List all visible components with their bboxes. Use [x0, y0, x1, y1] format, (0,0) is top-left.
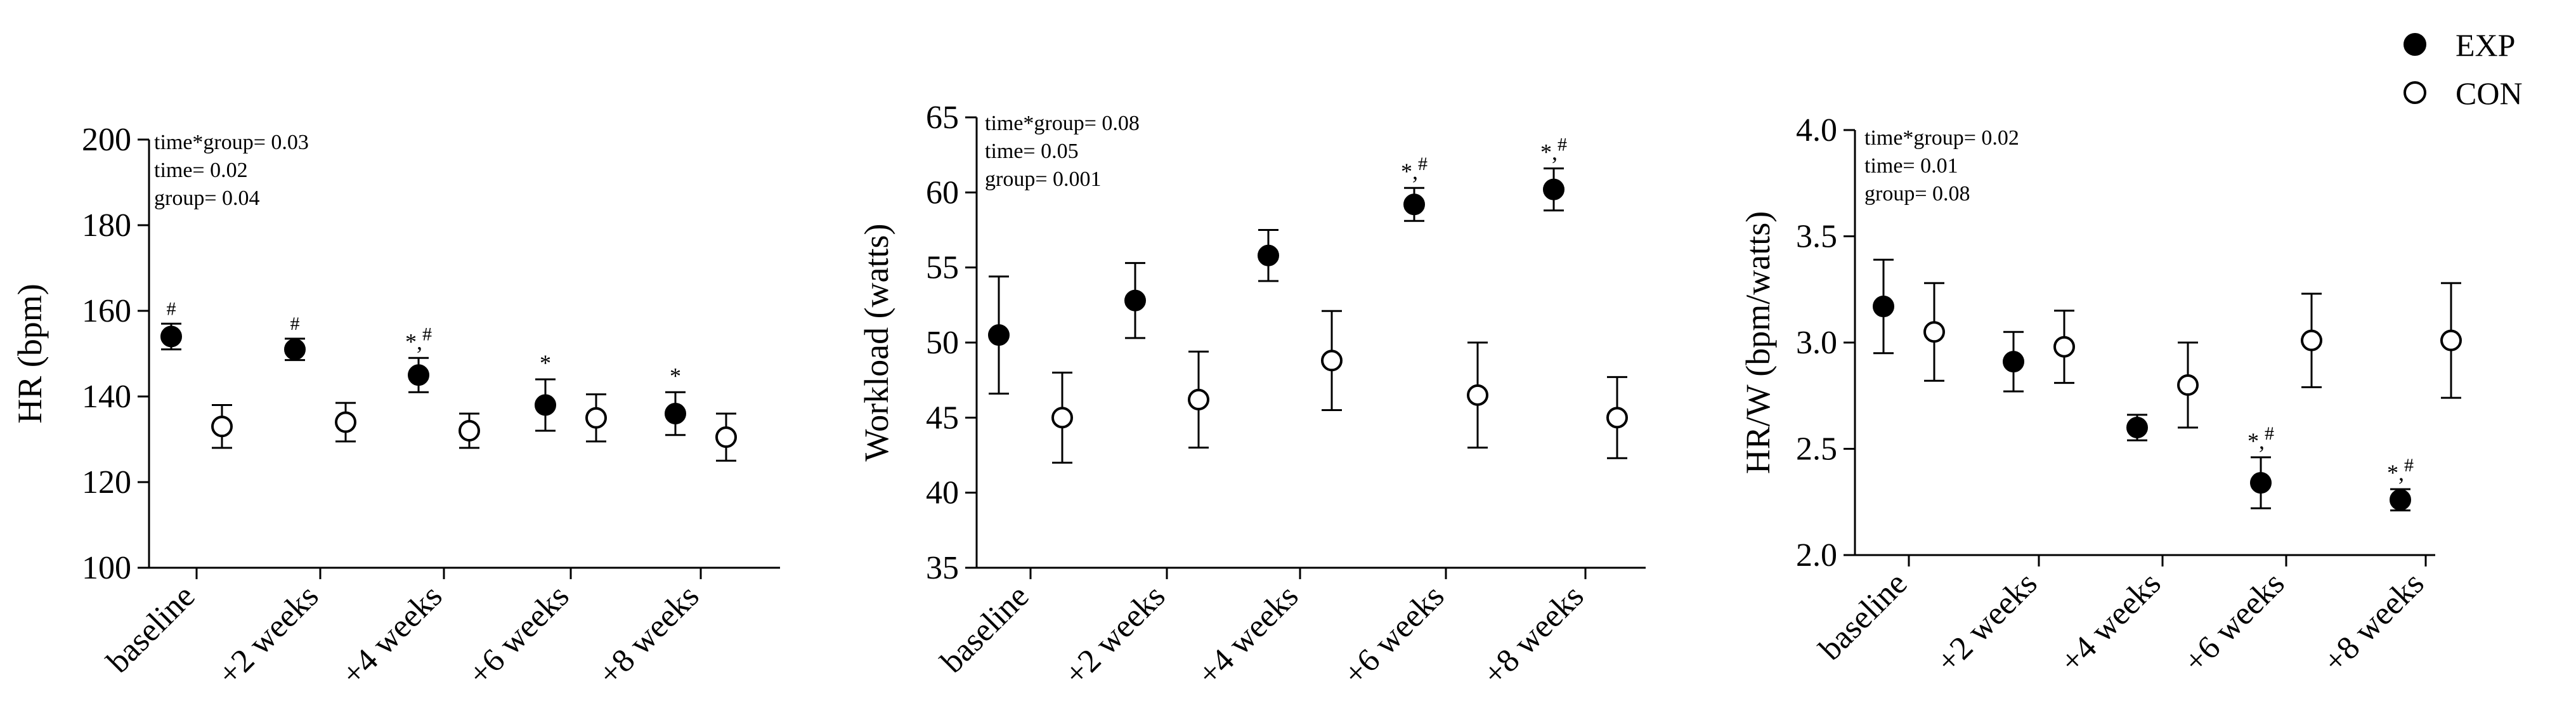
- con-point: [1051, 407, 1073, 429]
- stats-annotation: group= 0.04: [154, 187, 260, 210]
- con-point: [1321, 350, 1343, 372]
- x-tick-label: +6 weeks: [2177, 565, 2292, 680]
- exp-point: [1873, 296, 1894, 318]
- y-tick-label: 2.0: [1796, 537, 1837, 573]
- con-point: [715, 426, 737, 448]
- exp-point: [1258, 244, 1279, 266]
- y-axis-title: HR/W (bpm/watts): [1739, 211, 1777, 474]
- legend-marker-con: [2404, 81, 2426, 104]
- x-tick-label: +2 weeks: [211, 578, 326, 693]
- significance-annotation: *,#: [2247, 423, 2274, 454]
- stats-annotation: time*group= 0.08: [985, 112, 1140, 135]
- con-point: [2177, 374, 2199, 396]
- stats-annotation: group= 0.001: [985, 167, 1102, 191]
- con-point: [1606, 407, 1628, 429]
- workload-chart: 35 40 45 50 55 60 65 Workload (watts) baseline +2…: [857, 100, 1646, 693]
- exp-point: [1543, 178, 1564, 200]
- legend-marker-exp: [2404, 33, 2426, 56]
- y-tick-label: 3.5: [1796, 219, 1837, 255]
- significance-annotation: *,#: [2387, 455, 2414, 485]
- y-tick-label: 100: [82, 550, 131, 586]
- x-tick-label: +6 weeks: [462, 578, 576, 693]
- y-tick-label: 160: [82, 293, 131, 329]
- con-point: [2053, 336, 2075, 358]
- x-tick-label: +4 weeks: [2053, 565, 2168, 680]
- con-point: [211, 416, 233, 438]
- stats-annotation: time*group= 0.02: [1864, 126, 2019, 150]
- stats-annotation: time*group= 0.03: [154, 131, 309, 154]
- hr-chart: 100 120 140 160 180 200 HR (bpm) baseline +2 wee…: [11, 122, 780, 693]
- y-tick-label: 180: [82, 207, 131, 244]
- significance-annotation: #: [290, 313, 300, 334]
- significance-annotation: *,#: [405, 324, 432, 354]
- hr-per-watt-chart: 2.02.53.03.54.0HR/W (bpm/watts)baseline +…: [1739, 112, 2462, 680]
- exp-point: [2250, 472, 2272, 494]
- x-tick-label: +8 weeks: [2317, 565, 2431, 680]
- significance-annotation: *,#: [1401, 154, 1428, 184]
- con-point: [335, 411, 356, 433]
- significance-annotation: *: [540, 350, 551, 376]
- exp-point: [160, 325, 182, 348]
- x-tick-label: +6 weeks: [1337, 578, 1452, 693]
- con-point: [1188, 388, 1209, 410]
- x-tick-label: +8 weeks: [1476, 578, 1591, 693]
- y-tick-label: 40: [926, 475, 959, 511]
- y-tick-label: 45: [926, 400, 959, 436]
- y-axis-title: HR (bpm): [11, 284, 49, 423]
- y-tick-label: 120: [82, 464, 131, 501]
- exp-point: [988, 324, 1010, 346]
- x-tick-label: +8 weeks: [592, 578, 706, 693]
- y-tick-label: 140: [82, 379, 131, 415]
- y-tick-label: 4.0: [1796, 112, 1837, 148]
- y-tick-label: 60: [926, 174, 959, 211]
- x-tick-label: +2 weeks: [1058, 578, 1173, 693]
- stats-annotation: time= 0.02: [154, 159, 248, 182]
- y-tick-label: 55: [926, 250, 959, 286]
- x-tick-label: baseline: [100, 578, 202, 680]
- y-tick-label: 65: [926, 100, 959, 136]
- exp-point: [535, 394, 556, 416]
- legend-label-exp: EXP: [2456, 27, 2515, 63]
- exp-point: [284, 338, 306, 360]
- y-tick-label: 3.0: [1796, 325, 1837, 361]
- y-tick-label: 2.5: [1796, 431, 1837, 468]
- x-tick-label: baseline: [1812, 565, 1915, 667]
- x-tick-label: +4 weeks: [1191, 578, 1306, 693]
- exp-point: [2390, 488, 2411, 511]
- y-tick-label: 200: [82, 122, 131, 158]
- legend: EXP CON: [2404, 27, 2523, 111]
- exp-point: [2003, 351, 2024, 373]
- significance-annotation: #: [167, 298, 176, 319]
- con-point: [2301, 329, 2322, 351]
- con-point: [1467, 384, 1488, 406]
- significance-annotation: *,#: [1540, 134, 1567, 164]
- significance-annotation: *: [670, 363, 681, 388]
- exp-point: [2126, 417, 2148, 438]
- y-axis-title: Workload (watts): [857, 223, 895, 461]
- x-tick-label: baseline: [934, 578, 1036, 680]
- con-point: [1923, 321, 1945, 343]
- con-point: [459, 420, 480, 442]
- x-tick-label: +2 weeks: [1930, 565, 2045, 680]
- exp-point: [1403, 193, 1425, 216]
- x-tick-label: +4 weeks: [335, 578, 450, 693]
- stats-annotation: time= 0.01: [1864, 154, 1958, 178]
- stats-annotation: group= 0.08: [1864, 182, 1970, 206]
- con-point: [585, 407, 607, 429]
- exp-point: [1124, 289, 1146, 311]
- y-tick-label: 35: [926, 550, 959, 586]
- legend-label-con: CON: [2456, 75, 2523, 111]
- stats-annotation: time= 0.05: [985, 140, 1079, 163]
- y-tick-label: 50: [926, 325, 959, 361]
- con-point: [2440, 329, 2462, 351]
- exp-point: [408, 364, 429, 386]
- exp-point: [665, 403, 686, 424]
